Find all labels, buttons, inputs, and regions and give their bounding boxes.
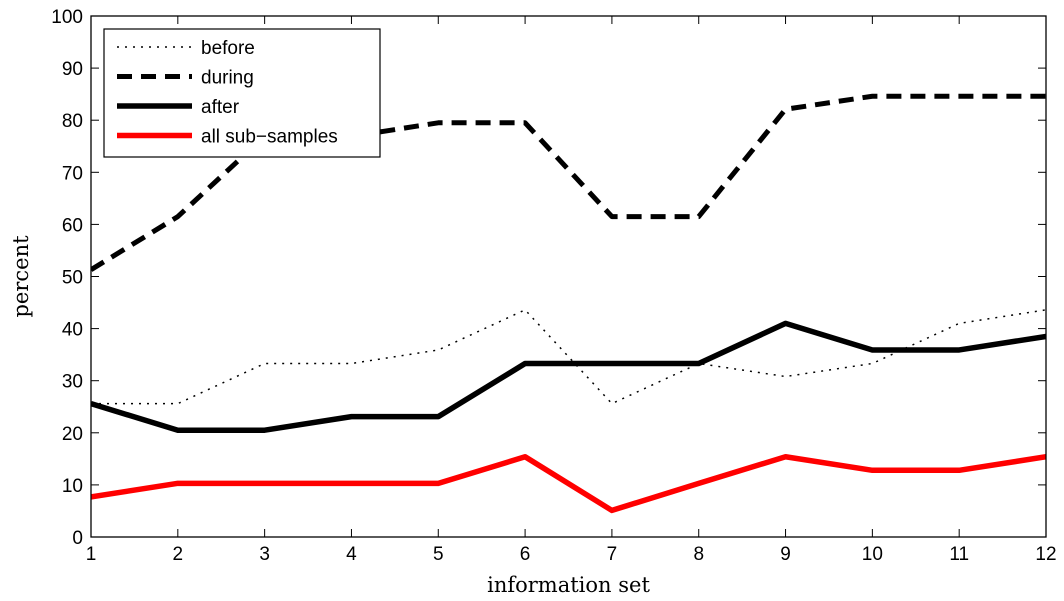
series-line-dotted-0 — [91, 309, 1046, 405]
y-axis-tick-labels: 0 10 20 30 40 50 60 70 80 90 100 — [51, 7, 83, 549]
x-axis-tick-labels: 1 2 3 4 5 6 7 8 9 10 11 12 — [86, 544, 1057, 565]
axis-ticks — [90, 15, 1047, 538]
y-tick-label: 80 — [62, 111, 83, 132]
x-tick-label: 4 — [346, 544, 357, 565]
y-tick-label: 100 — [51, 7, 83, 28]
y-tick-label: 60 — [62, 215, 83, 236]
x-tick-label: 10 — [862, 544, 883, 565]
legend-label: after — [201, 97, 240, 118]
series-lines — [91, 93, 1046, 514]
legend: before during after all sub−samples — [103, 28, 381, 158]
x-axis-title: information set — [487, 573, 650, 597]
y-axis-title: percent — [9, 235, 33, 318]
x-tick-label: 11 — [949, 544, 969, 565]
x-tick-label: 1 — [86, 544, 97, 565]
series-line-solid-2 — [91, 320, 1046, 433]
y-tick-label: 90 — [62, 59, 83, 80]
y-tick-label: 70 — [62, 163, 83, 184]
y-tick-label: 0 — [72, 528, 83, 549]
y-tick-label: 40 — [62, 320, 83, 341]
y-tick-label: 30 — [62, 372, 83, 393]
x-tick-label: 5 — [433, 544, 444, 565]
y-tick-label: 20 — [62, 424, 83, 445]
y-tick-label: 50 — [62, 268, 83, 289]
legend-label: all sub−samples — [201, 127, 338, 148]
x-tick-label: 6 — [520, 544, 531, 565]
y-tick-label: 10 — [62, 476, 83, 497]
x-tick-label: 7 — [607, 544, 618, 565]
series-line-solid-3 — [91, 454, 1046, 514]
x-tick-label: 9 — [780, 544, 791, 565]
legend-label: during — [201, 68, 254, 89]
x-tick-label: 12 — [1035, 544, 1056, 565]
x-tick-label: 3 — [259, 544, 270, 565]
x-tick-label: 8 — [693, 544, 704, 565]
legend-label: before — [201, 38, 255, 59]
x-tick-label: 2 — [173, 544, 184, 565]
